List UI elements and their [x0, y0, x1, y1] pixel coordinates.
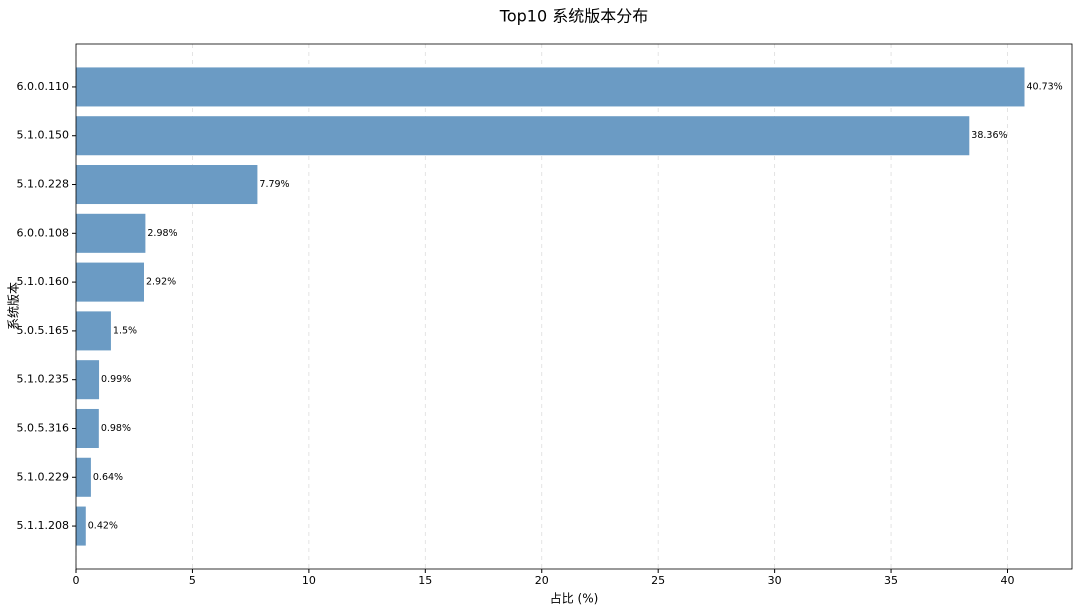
value-label: 40.73%: [1026, 81, 1062, 92]
x-tick-label: 20: [535, 574, 549, 587]
value-label: 38.36%: [971, 130, 1007, 141]
value-label: 7.79%: [259, 179, 289, 190]
bar: [76, 311, 111, 351]
value-label: 0.64%: [93, 472, 123, 483]
value-label: 0.98%: [101, 423, 131, 434]
value-label: 0.99%: [101, 374, 131, 385]
bar: [76, 67, 1025, 107]
bar: [76, 262, 144, 302]
bar: [76, 408, 99, 448]
value-label: 2.92%: [146, 277, 176, 288]
x-tick-label: 0: [73, 574, 80, 587]
y-tick-label: 5.1.0.235: [17, 373, 69, 386]
plot-frame: [75, 43, 1073, 570]
x-tick-label: 15: [418, 574, 432, 587]
bar: [76, 165, 258, 205]
y-tick-label: 5.1.0.229: [17, 470, 69, 483]
x-tick-label: 10: [302, 574, 316, 587]
y-tick-label: 5.1.0.160: [17, 275, 69, 288]
y-tick-label: 6.0.0.110: [17, 80, 69, 93]
bar: [76, 360, 100, 400]
x-tick-label: 35: [884, 574, 898, 587]
value-label: 2.98%: [147, 228, 177, 239]
x-tick-label: 40: [1000, 574, 1014, 587]
y-axis-label: 系统版本: [7, 282, 21, 330]
y-tick-label: 5.1.0.150: [17, 129, 69, 142]
x-tick-label: 30: [768, 574, 782, 587]
y-tick-label: 5.1.0.228: [17, 178, 69, 191]
y-tick-label: 6.0.0.108: [17, 226, 69, 239]
x-tick-label: 25: [651, 574, 665, 587]
bar: [76, 213, 146, 253]
x-axis-label: 占比 (%): [550, 591, 599, 606]
value-label: 0.42%: [88, 521, 118, 532]
bar: [76, 506, 86, 546]
y-tick-label: 5.0.5.316: [17, 421, 69, 434]
chart-title: Top10 系统版本分布: [499, 7, 648, 26]
y-tick-label: 5.1.1.208: [17, 519, 69, 532]
y-tick-label: 5.0.5.165: [17, 324, 69, 337]
bar: [76, 116, 970, 156]
bar: [76, 457, 91, 497]
x-tick-label: 5: [189, 574, 196, 587]
value-label: 1.5%: [113, 325, 137, 336]
